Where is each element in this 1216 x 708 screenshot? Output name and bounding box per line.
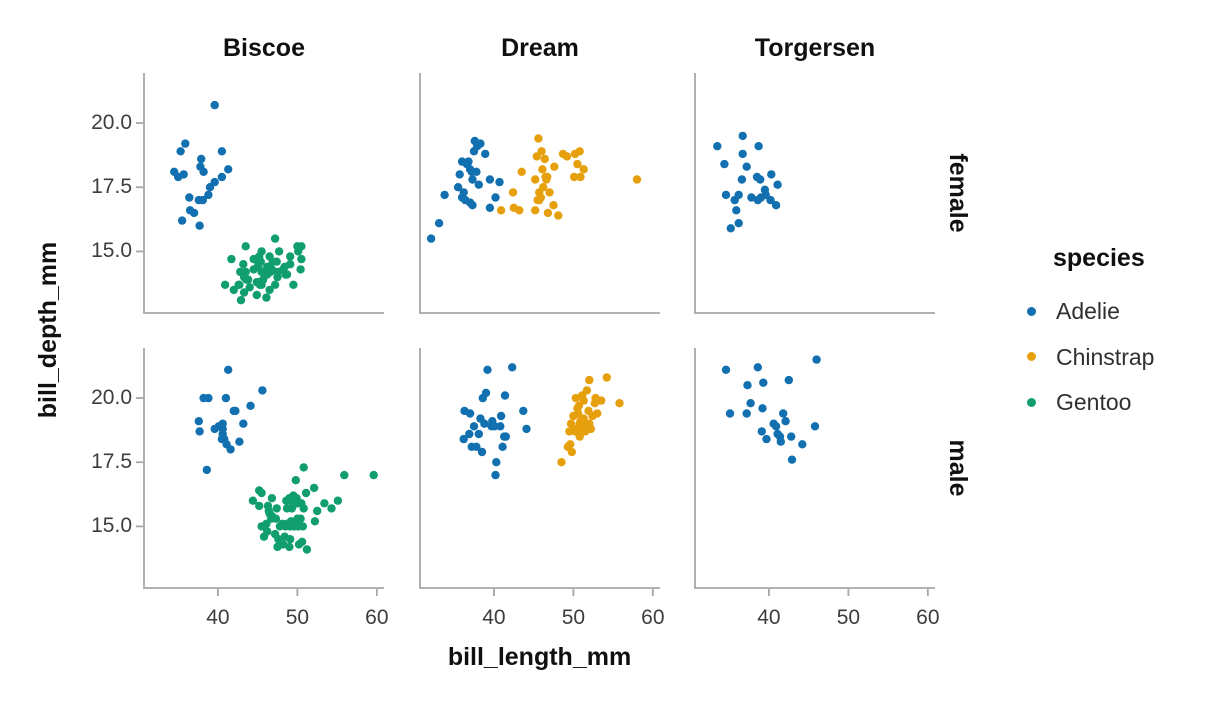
facet-column-title-biscoe: Biscoe [223, 34, 305, 62]
x-tick-label: 40 [206, 606, 230, 629]
x-tick-label: 40 [482, 606, 506, 629]
legend-entry-gentoo: Gentoo [1020, 388, 1131, 416]
x-tick-label: 60 [641, 606, 665, 629]
x-tick-label: 50 [285, 606, 310, 629]
facet-column-title-torgersen: Torgersen [754, 34, 876, 62]
panel-torgersen-female [694, 73, 935, 314]
legend: species Adelie Chinstrap Gentoo [1020, 244, 1216, 415]
panel-spines [419, 348, 660, 589]
legend-swatch-gentoo [1027, 397, 1036, 407]
panel-spines [694, 348, 935, 589]
y-tick-label: 20.0 [91, 111, 132, 135]
x-tick-label: 50 [836, 606, 861, 629]
x-tick-label: 60 [365, 606, 389, 629]
y-tick-label: 20.0 [91, 386, 132, 410]
y-tick-label: 17.5 [91, 450, 132, 474]
panel-torgersen-male [694, 348, 935, 596]
series-chinstrap-dream-male [557, 373, 624, 467]
legend-title: species [1053, 244, 1145, 272]
x-tick-label: 60 [916, 606, 940, 629]
series-adelie-torgersen-male [721, 355, 821, 464]
legend-label: Adelie [1056, 298, 1120, 324]
y-tick-label: 15.0 [91, 514, 132, 538]
series-adelie-dream-female [426, 136, 504, 243]
panel-spines [694, 73, 935, 314]
legend-swatch-adelie [1027, 306, 1036, 316]
x-tick-label: 50 [561, 606, 586, 629]
series-gentoo-biscoe-female [220, 234, 306, 305]
panel-spines [419, 73, 660, 314]
legend-swatch-chinstrap [1027, 352, 1036, 361]
series-chinstrap-dream-female [496, 134, 642, 220]
series-adelie-dream-male [459, 363, 531, 480]
panel-biscoe-female [136, 73, 384, 314]
panel-spines [143, 348, 384, 589]
series-adelie-biscoe-male [194, 365, 267, 475]
legend-label: Gentoo [1056, 389, 1132, 415]
x-tick-label: 40 [757, 606, 781, 629]
series-adelie-torgersen-female [713, 131, 782, 233]
panel-biscoe-male [136, 348, 384, 596]
series-adelie-biscoe-female [170, 100, 233, 230]
panel-dream-male [419, 348, 660, 596]
facet-column-title-dream: Dream [501, 34, 579, 62]
facet-row-label-female: female [944, 153, 972, 233]
panel-spines [143, 73, 384, 314]
legend-label: Chinstrap [1056, 343, 1155, 370]
legend-entry-chinstrap: Chinstrap [1020, 343, 1154, 371]
series-gentoo-biscoe-male [248, 463, 378, 554]
x-axis-title: bill_length_mm [447, 643, 632, 671]
legend-entry-adelie: Adelie [1020, 297, 1120, 325]
facet-row-label-male: male [944, 439, 972, 497]
y-axis-title: bill_depth_mm [34, 241, 62, 419]
y-tick-label: 17.5 [91, 175, 132, 199]
panel-dream-female [419, 73, 660, 314]
y-tick-label: 15.0 [91, 239, 132, 263]
